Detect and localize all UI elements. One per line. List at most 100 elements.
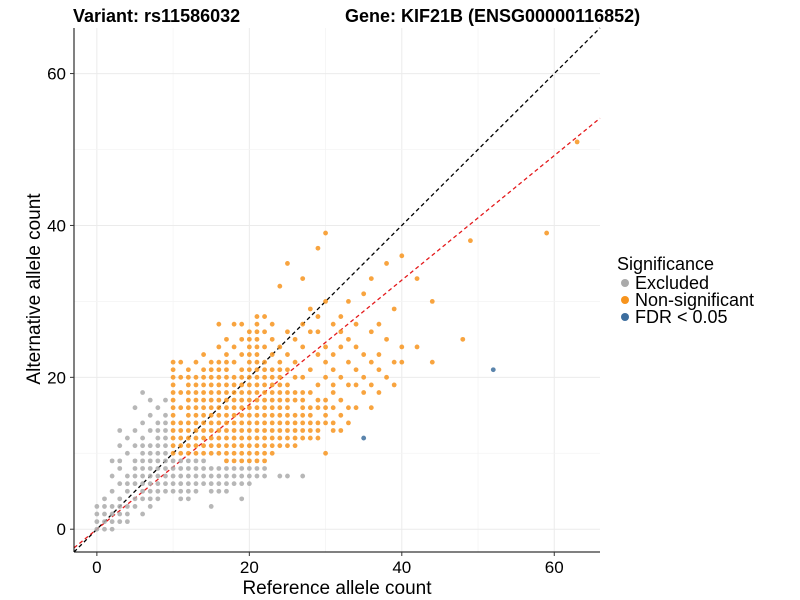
data-point	[201, 481, 206, 487]
data-point	[239, 458, 245, 464]
data-point	[193, 466, 199, 471]
data-point	[330, 382, 336, 388]
data-point	[132, 481, 138, 487]
data-point	[124, 519, 130, 525]
data-point	[307, 390, 313, 395]
data-point	[269, 321, 275, 327]
data-point	[155, 466, 161, 471]
data-point	[117, 458, 123, 464]
data-point	[193, 488, 199, 494]
data-point	[292, 390, 298, 395]
data-point	[285, 405, 290, 411]
data-point	[277, 390, 283, 395]
data-point	[94, 519, 100, 525]
data-point	[376, 352, 382, 357]
data-point	[323, 344, 328, 350]
data-point	[231, 443, 237, 449]
data-point	[429, 359, 435, 365]
data-point	[216, 382, 222, 388]
data-point	[201, 443, 206, 449]
data-point	[216, 435, 222, 441]
data-point	[178, 420, 184, 426]
data-point	[323, 397, 328, 403]
data-point	[178, 428, 184, 433]
data-point	[330, 352, 336, 357]
data-point	[338, 397, 344, 403]
data-point	[269, 450, 275, 456]
data-point	[315, 329, 321, 335]
data-point	[254, 397, 260, 403]
data-point	[300, 276, 306, 282]
data-point	[353, 382, 359, 388]
legend-key	[621, 296, 629, 304]
data-point	[193, 374, 199, 380]
data-point	[185, 428, 191, 433]
data-point	[155, 435, 161, 441]
data-point	[170, 488, 176, 494]
data-point	[254, 405, 260, 411]
data-point	[132, 473, 138, 479]
data-point	[163, 435, 168, 441]
data-point	[239, 435, 245, 441]
data-point	[368, 405, 374, 411]
x-tick-label: 0	[92, 558, 101, 577]
data-point	[140, 458, 146, 464]
data-point	[224, 473, 229, 479]
data-point	[246, 420, 252, 426]
legend-key	[621, 313, 629, 321]
data-point	[292, 443, 298, 449]
data-point	[338, 412, 344, 418]
data-point	[216, 367, 222, 373]
data-point	[124, 435, 130, 441]
data-point	[102, 519, 107, 525]
data-point	[277, 397, 283, 403]
data-point	[140, 435, 146, 441]
data-point	[117, 511, 123, 517]
data-point	[239, 352, 245, 357]
data-point	[231, 359, 237, 365]
data-point	[239, 336, 245, 342]
tick-labels: 0 20 40 60 0 20 40 60	[47, 65, 564, 577]
data-point	[102, 511, 107, 517]
data-point	[239, 450, 245, 456]
data-point	[193, 428, 199, 433]
data-point	[140, 420, 146, 426]
data-point	[254, 466, 260, 471]
data-point	[178, 443, 184, 449]
data-point	[300, 390, 306, 395]
data-point	[208, 504, 214, 509]
data-point	[254, 435, 260, 441]
data-point	[285, 352, 290, 357]
identity-line	[73, 27, 601, 553]
data-point	[170, 428, 176, 433]
data-point	[239, 321, 245, 327]
data-point	[109, 519, 115, 525]
data-point	[185, 481, 191, 487]
legend-key	[621, 279, 629, 287]
data-point	[201, 382, 206, 388]
data-point	[231, 344, 237, 350]
data-point	[132, 458, 138, 464]
data-point	[254, 336, 260, 342]
data-point	[185, 466, 191, 471]
data-point	[185, 496, 191, 502]
data-point	[285, 473, 290, 479]
data-point	[185, 435, 191, 441]
data-point	[231, 473, 237, 479]
data-point	[315, 245, 321, 251]
data-point	[239, 374, 245, 380]
data-point	[323, 359, 328, 365]
data-point	[147, 481, 153, 487]
data-point	[300, 428, 306, 433]
data-point	[163, 450, 168, 456]
data-point	[338, 374, 344, 380]
data-point	[147, 412, 153, 418]
data-point	[376, 390, 382, 395]
y-tick-label: 20	[47, 368, 66, 387]
data-point	[254, 359, 260, 365]
data-point	[239, 481, 245, 487]
legend-title: Significance	[617, 254, 714, 274]
data-point	[246, 466, 252, 471]
data-point	[201, 412, 206, 418]
